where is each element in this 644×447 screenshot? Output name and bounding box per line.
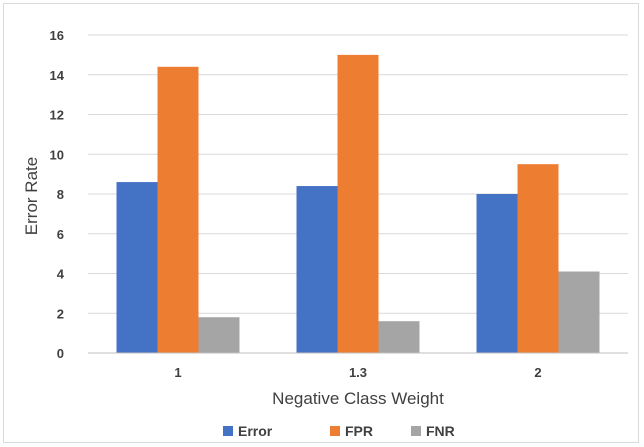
- x-tick-label: 1.3: [349, 365, 367, 380]
- y-tick-label: 10: [50, 147, 64, 162]
- y-tick-label: 12: [50, 108, 64, 123]
- legend-swatch-fpr: [330, 426, 340, 436]
- bar-error-1.3: [296, 186, 338, 353]
- x-axis-title: Negative Class Weight: [272, 389, 444, 408]
- x-tick-label: 1: [174, 365, 181, 380]
- y-tick-label: 6: [57, 227, 64, 242]
- bar-fpr-1: [157, 66, 199, 354]
- bar-error-1: [116, 182, 158, 353]
- bar-fnr-1: [198, 317, 240, 353]
- bar-fpr-2: [517, 164, 559, 353]
- legend-label-fpr: FPR: [345, 423, 373, 439]
- x-tick-label: 2: [534, 365, 541, 380]
- bars: [116, 54, 600, 354]
- legend-swatch-error: [223, 426, 233, 436]
- y-tick-label: 4: [57, 267, 65, 282]
- y-tick-label: 8: [57, 187, 64, 202]
- legend-label-fnr: FNR: [426, 423, 455, 439]
- y-tick-label: 14: [50, 68, 65, 83]
- legend: Error FPR FNR: [223, 423, 455, 439]
- legend-label-error: Error: [238, 423, 273, 439]
- y-tick-label: 16: [50, 28, 64, 43]
- bar-fnr-1.3: [378, 321, 420, 353]
- y-tick-label: 2: [57, 306, 64, 321]
- y-tick-label: 0: [57, 346, 64, 361]
- bar-fpr-1.3: [337, 54, 379, 353]
- y-axis-title: Error Rate: [22, 157, 41, 235]
- legend-swatch-fnr: [411, 426, 421, 436]
- x-tick-labels: 1 1.3 2: [174, 365, 541, 380]
- y-tick-labels: 0 2 4 6 8 10 12 14 16: [50, 28, 65, 361]
- bar-fnr-2: [558, 271, 600, 353]
- bar-error-2: [476, 194, 518, 353]
